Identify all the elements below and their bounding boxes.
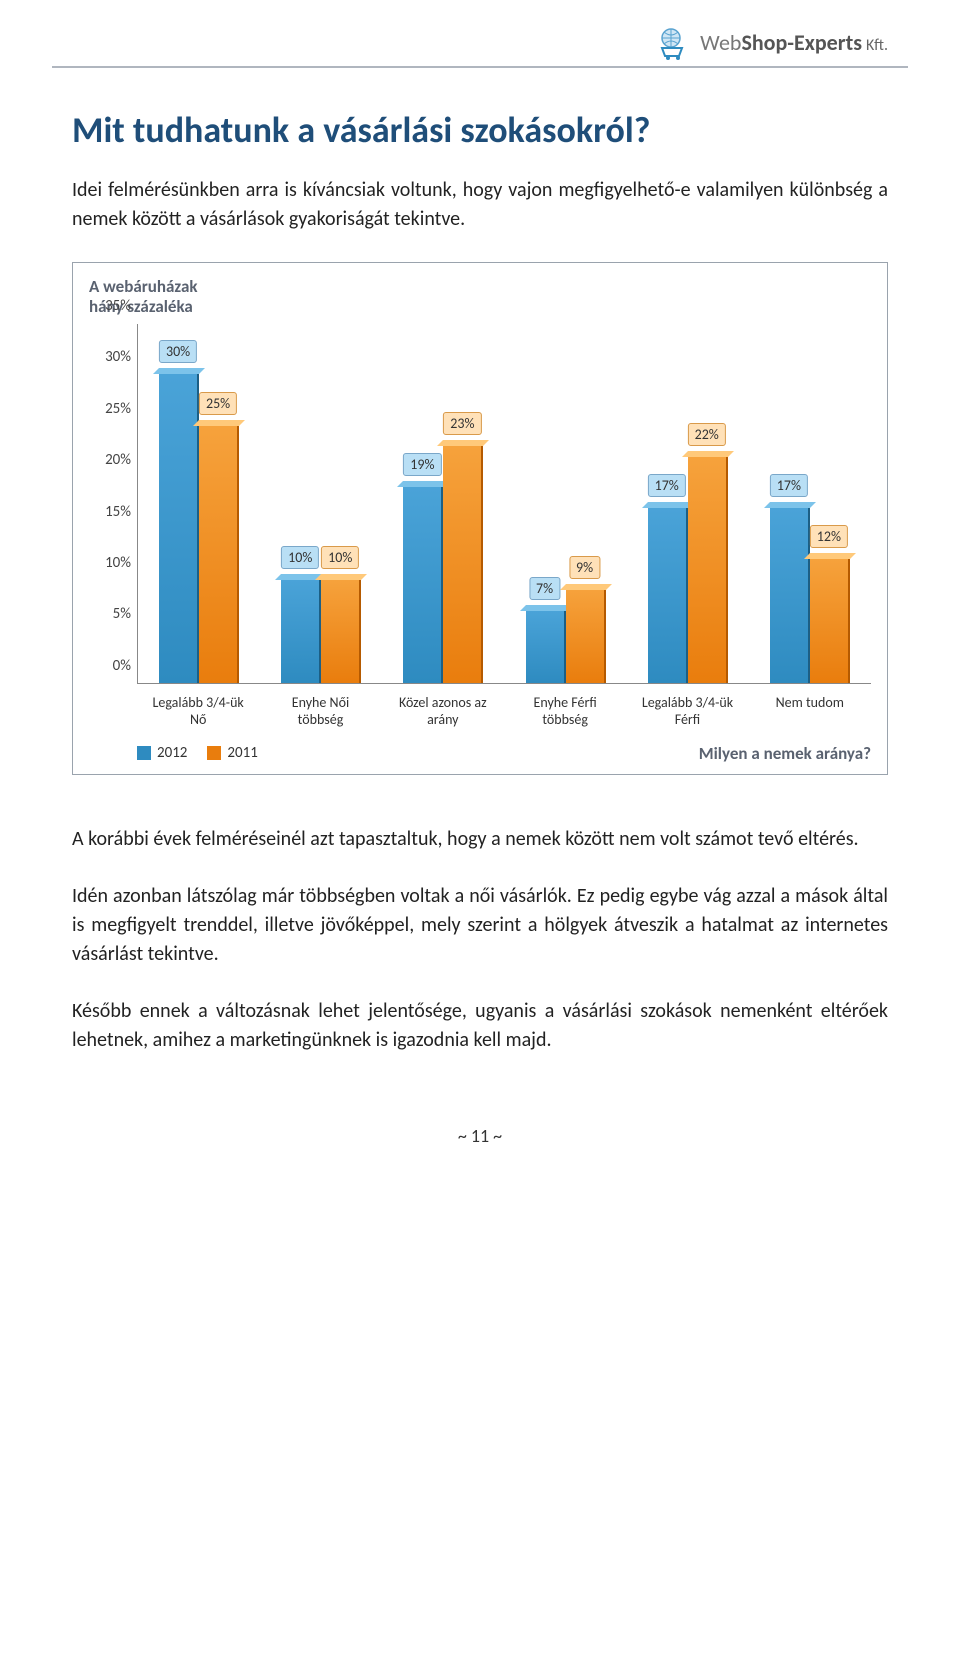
page-header: WebShop-ExpertsKft. — [72, 24, 888, 60]
bar-top-face — [397, 481, 449, 487]
y-tick-label: 20% — [105, 451, 131, 469]
bar-2011: 12% — [810, 559, 850, 682]
chart-y-axis: 0%5%10%15%20%25%30%35% — [89, 324, 137, 684]
bar-2012: 10% — [281, 580, 321, 683]
bar-group: 10%10% — [281, 580, 361, 683]
paragraph-2: A korábbi évek felméréseinél azt tapaszt… — [72, 825, 888, 854]
brand-logo: WebShop-ExpertsKft. — [656, 24, 888, 60]
bar-value-label: 30% — [159, 340, 197, 363]
bar-2012: 19% — [403, 487, 443, 682]
legend-swatch-2011 — [207, 746, 221, 760]
legend-item-2012: 2012 — [137, 744, 187, 762]
y-tick-label: 5% — [113, 605, 131, 623]
y-tick-label: 0% — [113, 657, 131, 675]
x-tick-label: Legalább 3/4-ük Férfi — [637, 694, 737, 729]
bar-2012: 17% — [648, 508, 688, 683]
gender-ratio-chart: A webáruházak hány százaléka 0% 5% 10% 15% 2… — [72, 262, 888, 775]
bar-top-face — [153, 368, 205, 374]
page-title: Mit tudhatunk a vásárlási szokásokról? — [72, 108, 888, 152]
bar-wrap: 7% — [526, 611, 566, 683]
bar-wrap: 19% — [403, 487, 443, 682]
bar-wrap: 25% — [199, 426, 239, 683]
chart-legend: 2012 2011 — [137, 744, 258, 762]
bar-value-label: 19% — [403, 453, 441, 476]
chart-plot-area: 0%5%10%15%20%25%30%35% 30%25%10%10%19%23… — [89, 324, 871, 684]
bar-group: 17%22% — [648, 457, 728, 683]
bar-wrap: 17% — [648, 508, 688, 683]
bar-2012: 17% — [770, 508, 810, 683]
bar-value-label: 10% — [321, 546, 359, 569]
chart-footer: 2012 2011 Milyen a nemek aránya? — [137, 743, 871, 764]
bar-top-face — [520, 605, 572, 611]
bar-2011: 23% — [443, 446, 483, 683]
x-tick-label: Közel azonos az arány — [393, 694, 493, 729]
legend-label-2011: 2011 — [227, 744, 257, 762]
bar-value-label: 12% — [810, 525, 848, 548]
bar-group: 30%25% — [159, 374, 239, 683]
bar-value-label: 25% — [199, 392, 237, 415]
x-tick-label: Nem tudom — [760, 694, 860, 729]
legend-label-2012: 2012 — [157, 744, 187, 762]
y-tick-label: 15% — [105, 503, 131, 521]
bar-wrap: 10% — [321, 580, 361, 683]
y-tick-label: 30% — [105, 348, 131, 366]
y-tick-label: 10% — [105, 554, 131, 572]
bar-wrap: 22% — [688, 457, 728, 683]
bar-group: 19%23% — [403, 446, 483, 683]
bar-top-face — [315, 574, 367, 580]
bar-wrap: 10% — [281, 580, 321, 683]
bar-2012: 7% — [526, 611, 566, 683]
bar-wrap: 9% — [566, 590, 606, 683]
chart-x-axis-title: Milyen a nemek aránya? — [699, 743, 871, 764]
legend-item-2011: 2011 — [207, 744, 257, 762]
bar-value-label: 23% — [443, 412, 481, 435]
brand-text: WebShop-ExpertsKft. — [700, 29, 888, 56]
bar-2011: 9% — [566, 590, 606, 683]
chart-x-labels: Legalább 3/4-ük Nő Enyhe Női többség Közel… — [137, 694, 871, 729]
chart-y-axis-title: A webáruházak hány százaléka — [89, 277, 871, 318]
x-tick-label: Enyhe Férfi többség — [515, 694, 615, 729]
x-tick-label: Legalább 3/4-ük Nő — [148, 694, 248, 729]
brand-suffix: Kft. — [866, 36, 888, 55]
bar-value-label: 22% — [688, 423, 726, 446]
brand-prefix: Web — [700, 29, 741, 56]
x-tick-label: Enyhe Női többség — [270, 694, 370, 729]
document-page: WebShop-ExpertsKft. Mit tudhatunk a vásá… — [0, 0, 960, 1187]
bar-top-face — [682, 451, 734, 457]
bar-top-face — [764, 502, 816, 508]
legend-swatch-2012 — [137, 746, 151, 760]
y-tick-label: 35% — [105, 297, 131, 315]
bar-top-face — [560, 584, 612, 590]
y-tick-label: 25% — [105, 400, 131, 418]
bar-top-face — [193, 420, 245, 426]
bar-value-label: 9% — [569, 556, 600, 579]
bar-group: 17%12% — [770, 508, 850, 683]
header-divider — [52, 66, 908, 68]
bar-top-face — [642, 502, 694, 508]
cart-globe-icon — [656, 24, 692, 60]
bar-2012: 30% — [159, 374, 199, 683]
bar-top-face — [437, 440, 489, 446]
bar-value-label: 10% — [281, 546, 319, 569]
bar-value-label: 7% — [529, 577, 560, 600]
bar-2011: 22% — [688, 457, 728, 683]
bar-wrap: 12% — [810, 559, 850, 682]
brand-bold: Shop-Experts — [741, 29, 862, 56]
bar-value-label: 17% — [770, 474, 808, 497]
bar-top-face — [804, 553, 856, 559]
paragraph-intro: Idei felmérésünkben arra is kíváncsiak v… — [72, 176, 888, 234]
bar-value-label: 17% — [648, 474, 686, 497]
bar-wrap: 30% — [159, 374, 199, 683]
bar-wrap: 23% — [443, 446, 483, 683]
bar-2011: 25% — [199, 426, 239, 683]
y-title-line-1: A webáruházak — [89, 276, 198, 297]
bar-group: 7%9% — [526, 590, 606, 683]
page-number: ~ 11 ~ — [72, 1125, 888, 1147]
bar-2011: 10% — [321, 580, 361, 683]
paragraph-3: Idén azonban látszólag már többségben vo… — [72, 882, 888, 969]
paragraph-4: Később ennek a változásnak lehet jelentő… — [72, 997, 888, 1055]
chart-plot: 30%25%10%10%19%23%7%9%17%22%17%12% — [137, 324, 871, 684]
bar-wrap: 17% — [770, 508, 810, 683]
chart-bar-groups: 30%25%10%10%19%23%7%9%17%22%17%12% — [138, 324, 871, 683]
